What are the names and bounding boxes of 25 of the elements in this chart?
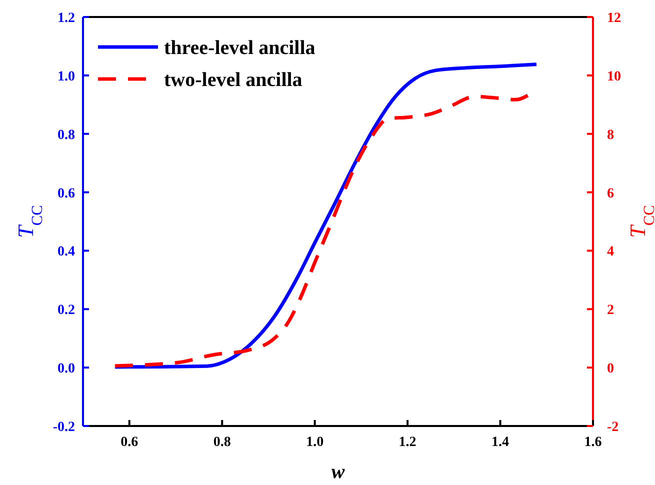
legend-label: three-level ancilla [164, 37, 316, 59]
x-tick-label: 0.8 [213, 435, 231, 450]
y-tick-label: 0.4 [58, 244, 75, 260]
x-tick-label: 1.2 [398, 435, 416, 450]
x-tick-label: 1.4 [492, 435, 510, 450]
y-tick-label: -0.2 [52, 420, 75, 435]
y-tick-label: 1.2 [58, 11, 75, 26]
y2-tick-label: 4 [607, 244, 614, 260]
y2-tick-label: -2 [607, 420, 619, 435]
x-axis-title: w [331, 461, 346, 483]
y-tick-label: 0.6 [58, 186, 75, 202]
y-tick-label: 0.0 [58, 362, 75, 377]
x-tick-label: 0.6 [120, 435, 138, 450]
y2-tick-label: 6 [607, 186, 614, 202]
y2-tick-label: 10 [607, 69, 621, 84]
x-tick-label: 1.6 [584, 435, 602, 450]
y2-tick-label: 8 [607, 128, 614, 143]
y2-tick-label: 0 [607, 362, 614, 377]
legend-label: two-level ancilla [164, 69, 302, 91]
y-tick-label: 0.8 [58, 128, 75, 143]
y2-tick-label: 2 [607, 303, 614, 318]
x-tick-label: 1.0 [306, 435, 324, 450]
y-tick-label: 0.2 [58, 303, 75, 318]
y-tick-label: 1.0 [58, 69, 75, 84]
y2-tick-label: 12 [607, 11, 621, 26]
